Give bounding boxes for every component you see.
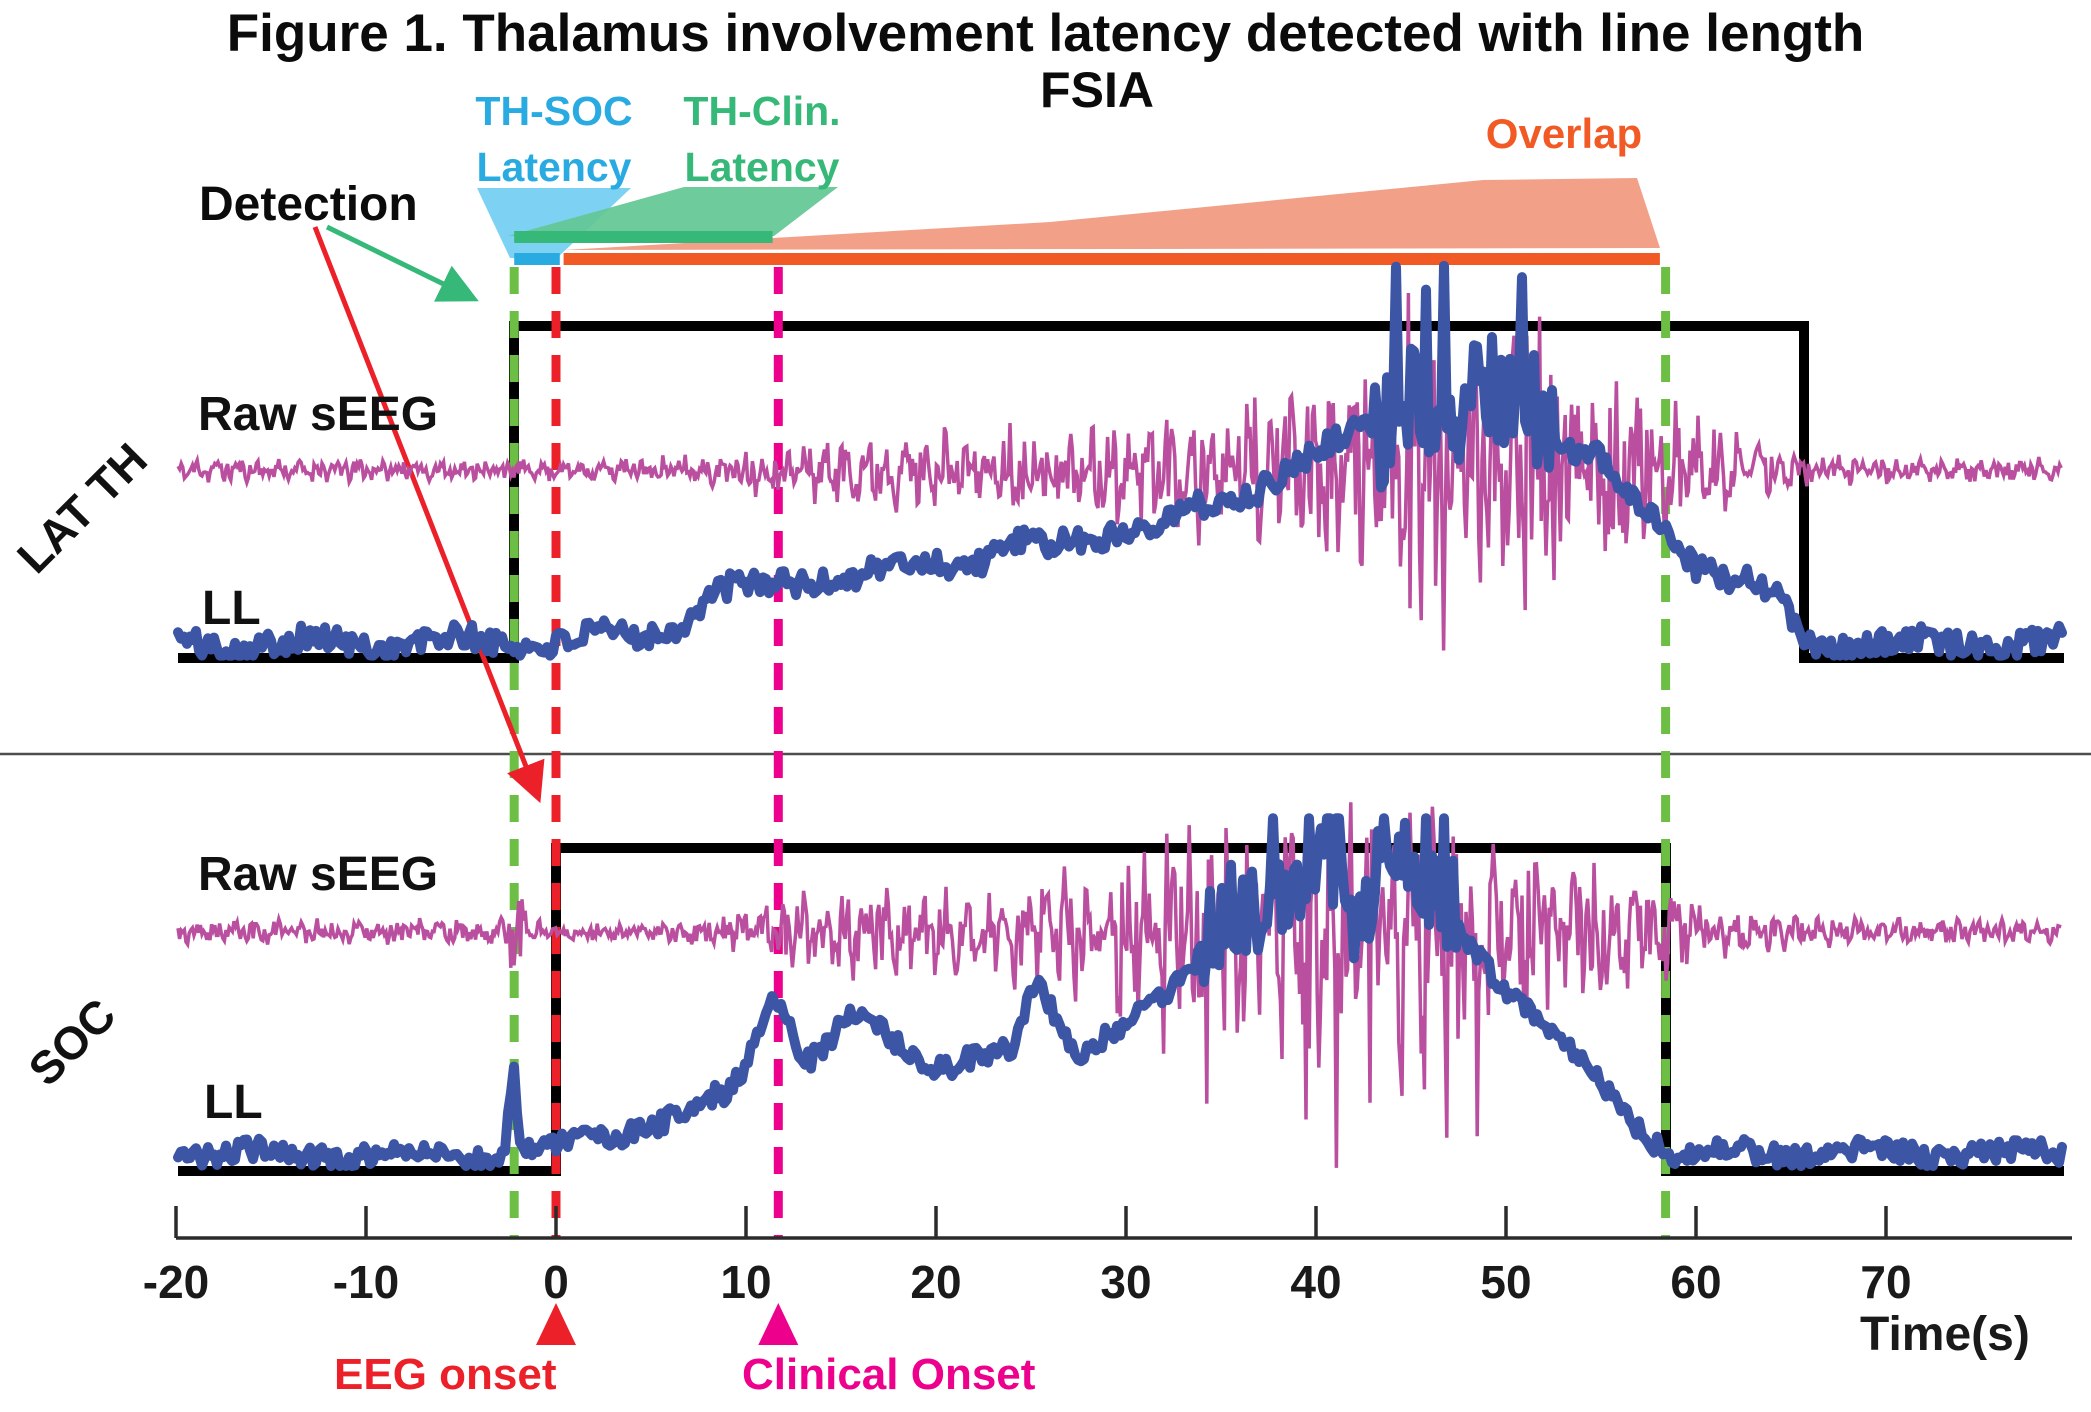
detection-arrow-bottom [312, 226, 545, 804]
th-clin-line2: Latency [684, 143, 840, 190]
eeg-onset-marker [536, 1303, 576, 1345]
th-soc-latency-label: TH-SOC Latency [475, 84, 632, 196]
th-clin-latency-label: TH-Clin. Latency [683, 84, 840, 196]
x-axis-tick-label: 0 [543, 1256, 569, 1308]
th-soc-line1: TH-SOC [475, 88, 633, 134]
raw-seeg-trace-soc [176, 802, 2062, 1168]
overlap-label: Overlap [1485, 110, 1643, 157]
overlap-bar [563, 253, 1660, 265]
figure-title: Figure 1. Thalamus involvement latency d… [226, 4, 1865, 63]
ll-label-bottom: LL [204, 1076, 263, 1129]
clinical-onset-label: Clinical Onset [742, 1350, 1036, 1399]
eeg-onset-label: EEG onset [334, 1350, 557, 1399]
th-clin-latency-bar [514, 231, 773, 243]
detection-label: Detection [199, 178, 418, 231]
th-soc-latency-bar [514, 253, 560, 265]
raw-seeg-trace-lat-th [176, 292, 2063, 651]
detection-step-soc [178, 843, 2064, 1176]
x-axis-tick-label: 30 [1100, 1256, 1151, 1308]
x-axis-tick-label: -20 [143, 1256, 209, 1308]
x-axis-tick-label: 50 [1480, 1256, 1531, 1308]
x-axis-tick-label: 10 [720, 1256, 771, 1308]
th-clin-funnel-shape [508, 187, 838, 236]
raw-seeg-label-bottom: Raw sEEG [198, 848, 439, 901]
overlap-wedge-shape [564, 178, 1660, 250]
x-axis-tick-label: 40 [1290, 1256, 1341, 1308]
x-axis-tick-label: 60 [1670, 1256, 1721, 1308]
ll-trace-lat-th [173, 260, 2067, 661]
x-axis-tick-label: 20 [910, 1256, 961, 1308]
ll-label-top: LL [202, 582, 261, 635]
x-axis-title: Time(s) [1860, 1308, 2030, 1361]
clinical-onset-marker [758, 1303, 799, 1345]
x-axis-tick-label: 70 [1860, 1256, 1911, 1308]
th-clin-line1: TH-Clin. [683, 88, 841, 134]
x-axis-tick-label: -10 [333, 1256, 399, 1308]
th-soc-line2: Latency [476, 143, 632, 190]
detection-arrow-top [325, 224, 479, 302]
figure-subtitle: FSIA [1040, 62, 1154, 118]
raw-seeg-label-top: Raw sEEG [198, 388, 439, 441]
ll-trace-soc [173, 813, 2067, 1171]
